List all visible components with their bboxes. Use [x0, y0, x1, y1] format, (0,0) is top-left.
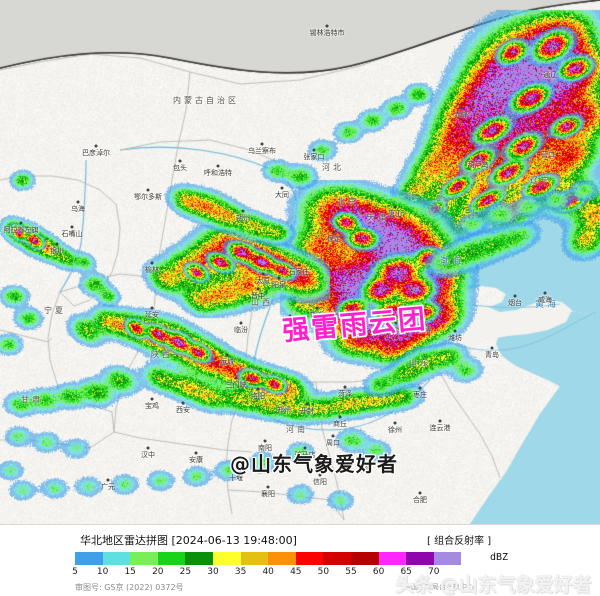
source-credit: 中国气象局台气象中心 — [404, 583, 474, 591]
colorbar-swatch — [75, 552, 103, 565]
colorbar-swatch — [268, 552, 296, 565]
colorbar-swatch — [406, 552, 434, 565]
radar-reflectivity-canvas — [0, 0, 600, 524]
colorbar-tick: 15 — [124, 567, 136, 577]
colorbar-swatch — [295, 552, 324, 565]
colorbar-tick: 55 — [345, 567, 357, 577]
colorbar-swatch — [240, 552, 269, 565]
colorbar-tick: 45 — [290, 567, 302, 577]
colorbar-tick: 10 — [96, 567, 109, 577]
colorbar-swatch — [350, 552, 379, 565]
legend-title: 华北地区雷达拼图 [2024-06-13 19:48:00] — [80, 534, 297, 547]
colorbar-swatch — [157, 552, 186, 565]
colorbar-tick: 70 — [428, 567, 440, 577]
colorbar-tick: 20 — [152, 567, 164, 577]
colorbar-tick: 40 — [262, 567, 274, 577]
colorbar-tick: 50 — [317, 567, 330, 577]
colorbar-swatch — [185, 552, 213, 565]
colorbar-swatch — [130, 552, 158, 565]
colorbar-tick: 25 — [179, 567, 192, 577]
colorbar-swatch — [433, 552, 462, 565]
colorbar-tick: 30 — [207, 567, 219, 577]
colorbar-tick: 5 — [72, 567, 78, 577]
colorbar-unit-label: dBZ — [490, 552, 509, 563]
colorbar-tick: 65 — [400, 567, 412, 577]
colorbar-tick-labels: 5 10 15 20 25 30 35 40 45 50 55 60 65 70 — [72, 567, 490, 581]
colorbar-swatch — [378, 552, 407, 565]
dbz-colorbar — [75, 552, 462, 565]
colorbar-swatch — [102, 552, 131, 565]
map-approval-number: 审图号: GS京 (2022) 0372号 — [75, 583, 184, 592]
colorbar-swatch — [212, 552, 241, 565]
colorbar-swatch — [323, 552, 351, 565]
legend-panel: 华北地区雷达拼图 [2024-06-13 19:48:00] [ 组合反射率 ]… — [0, 524, 600, 596]
colorbar-tick: 60 — [372, 567, 385, 577]
legend-product-type: [ 组合反射率 ] — [427, 536, 492, 547]
colorbar-tick: 35 — [234, 567, 247, 577]
radar-map[interactable]: 内蒙古自治区 河北 辽宁 山西 山东 河南 陕西 宁夏 甘肃 北京 天津 渤海 黄海 锡林浩特市 赤峰 通辽巴… — [0, 0, 600, 524]
